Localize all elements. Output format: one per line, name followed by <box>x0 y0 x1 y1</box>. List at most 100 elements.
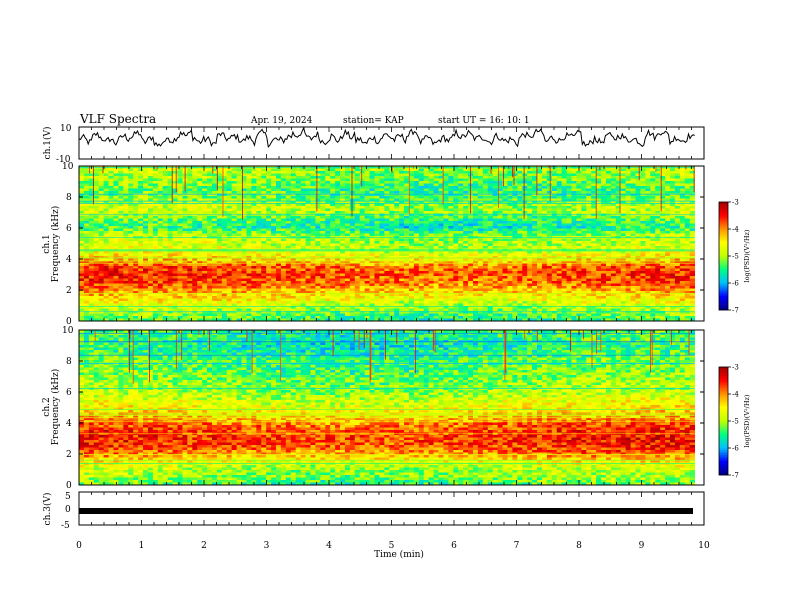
spec-cell <box>354 231 361 234</box>
spec-cell <box>576 246 582 249</box>
spec-cell <box>128 191 134 194</box>
spec-cell <box>684 241 691 244</box>
spec-cell <box>162 216 169 219</box>
spec-cell <box>458 191 464 194</box>
spec-cell <box>512 256 518 259</box>
spec-cell <box>335 223 341 227</box>
spec-cell <box>605 168 612 172</box>
spec-cell <box>335 191 341 194</box>
spec-cell <box>256 233 262 237</box>
spec-cell <box>83 226 90 229</box>
spec-cell <box>453 206 459 209</box>
spec-cell <box>537 173 543 177</box>
spec-cell <box>276 188 282 192</box>
spec-cell <box>551 186 558 189</box>
spec-cell <box>344 226 351 229</box>
spec-cell <box>276 206 282 209</box>
spec-cell <box>93 238 100 242</box>
spec-cell <box>492 256 499 259</box>
spec-cell <box>551 256 558 259</box>
spec-cell <box>354 226 361 229</box>
spec-cell <box>650 203 656 207</box>
spec-cell <box>211 218 218 222</box>
spec-cell <box>477 221 484 224</box>
spec-cell <box>433 208 439 212</box>
spec-cell <box>236 173 242 177</box>
spec-cell <box>473 171 479 174</box>
spec-cell <box>231 211 237 214</box>
spec-cell <box>251 206 257 209</box>
spec-cell <box>98 203 105 207</box>
spec-cell <box>620 171 627 174</box>
spec-cell <box>576 183 582 187</box>
spec-cell <box>88 253 95 257</box>
spec-cell <box>463 221 469 224</box>
spec-cell <box>389 173 395 177</box>
spec-cell <box>670 173 676 177</box>
spec-cell <box>241 263 247 267</box>
spec-cell <box>79 203 85 207</box>
spec-cell <box>655 256 661 259</box>
date-label: Apr. 19, 2024 <box>250 116 313 126</box>
spec-cell <box>335 238 341 242</box>
spec-cell <box>374 226 380 229</box>
spec-cell <box>581 238 587 242</box>
spec-cell <box>379 231 385 234</box>
spec-cell <box>645 223 651 227</box>
spec-cell <box>670 183 676 187</box>
spec-cell <box>335 221 341 224</box>
spec-cell <box>601 231 607 234</box>
spec-cell <box>399 181 405 184</box>
spec-cell <box>620 241 627 244</box>
spec-cell <box>202 226 208 229</box>
spec-cell <box>379 241 385 244</box>
spec-cell <box>221 241 228 244</box>
spec-cell <box>670 218 676 222</box>
spec-cell <box>98 231 105 234</box>
spec-cell <box>315 178 321 182</box>
spec-cell <box>113 231 119 234</box>
spec-cell <box>615 231 622 234</box>
spec-cell <box>88 186 95 189</box>
spec-cell <box>512 228 518 232</box>
spec-cell <box>605 186 612 189</box>
spec-cell <box>448 191 454 194</box>
spec-cell <box>679 256 686 259</box>
spec-cell <box>453 216 459 219</box>
spec-cell <box>280 263 287 267</box>
spec-cell <box>241 221 247 224</box>
spec-cell <box>79 168 85 172</box>
spec-cell <box>320 168 326 172</box>
spec-cell <box>433 186 439 189</box>
spec-cell <box>394 256 400 259</box>
spec-cell <box>497 221 503 224</box>
spec-cell <box>458 218 464 222</box>
spec-cell <box>418 246 425 249</box>
spec-cell <box>394 246 400 249</box>
spec-cell <box>404 183 410 187</box>
spec-cell <box>394 226 400 229</box>
spec-cell <box>305 231 311 234</box>
spec-cell <box>684 223 691 227</box>
spec-cell <box>295 256 302 259</box>
spec-cell <box>276 216 282 219</box>
spec-cell <box>581 223 587 227</box>
spec-cell <box>300 186 306 189</box>
spec-cell <box>640 246 646 249</box>
spec-cell <box>305 263 311 267</box>
spec-cell <box>295 211 302 214</box>
spec-cell <box>645 251 651 254</box>
spec-cell <box>335 186 341 189</box>
spec-cell <box>679 208 686 212</box>
spec-cell <box>679 178 686 182</box>
spec-cell <box>443 196 449 199</box>
spec-cell <box>285 203 292 207</box>
spec-cell <box>630 228 636 232</box>
spec-cell <box>463 218 469 222</box>
spec-cell <box>630 203 636 207</box>
spec-cell <box>226 191 233 194</box>
spec-cell <box>630 178 636 182</box>
spec-cell <box>610 176 617 179</box>
spec-cell <box>280 256 287 259</box>
spec-cell <box>556 251 563 254</box>
